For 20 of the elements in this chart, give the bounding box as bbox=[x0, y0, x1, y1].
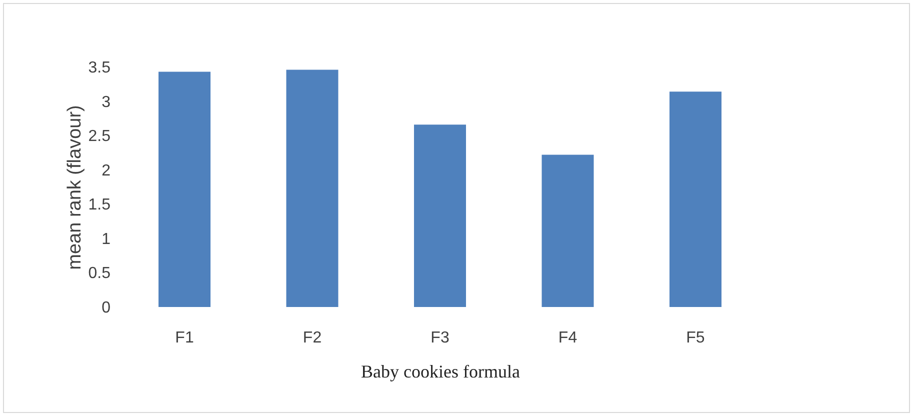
x-tick-label: F1 bbox=[175, 330, 194, 346]
y-tick-label: 2.5 bbox=[88, 128, 111, 146]
x-tick-label: F5 bbox=[686, 330, 705, 346]
y-tick-label: 0 bbox=[102, 300, 111, 316]
x-tick-label: F3 bbox=[430, 330, 450, 346]
bar bbox=[158, 72, 211, 307]
y-tick-label: 0.5 bbox=[88, 265, 111, 282]
y-tick-label: 1 bbox=[102, 230, 111, 248]
bar bbox=[414, 124, 466, 307]
y-axis-title: mean rank (flavour) bbox=[64, 105, 86, 270]
x-tick-label: F4 bbox=[558, 330, 578, 346]
y-tick-label: 3 bbox=[102, 94, 111, 111]
y-tick-label: 3.5 bbox=[88, 60, 111, 76]
y-tick-label: 1.5 bbox=[88, 196, 111, 214]
bar bbox=[542, 154, 594, 307]
y-tick-label: 2 bbox=[102, 162, 111, 180]
x-axis-title: Baby cookies formula bbox=[361, 362, 520, 382]
bar bbox=[286, 70, 338, 307]
x-tick-label: F2 bbox=[302, 330, 322, 346]
bar bbox=[669, 92, 722, 307]
